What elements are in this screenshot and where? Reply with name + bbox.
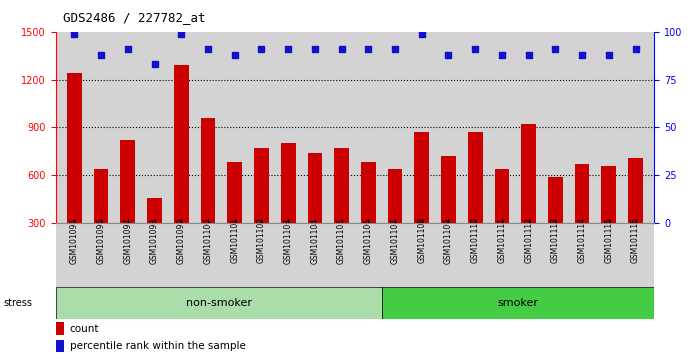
Point: [175, 31, 187, 36]
Bar: [67, 73, 81, 223]
Bar: [56, 340, 64, 352]
Point: [256, 46, 267, 52]
Bar: [56, 322, 64, 335]
Bar: [334, 148, 349, 223]
Point: [523, 52, 535, 58]
Point: [603, 52, 615, 58]
Bar: [521, 124, 536, 223]
Text: percentile rank within the sample: percentile rank within the sample: [70, 341, 246, 351]
Point: [229, 52, 240, 58]
Text: stress: stress: [3, 298, 33, 308]
Point: [416, 31, 427, 36]
Bar: [548, 177, 563, 223]
Bar: [575, 164, 590, 223]
Point: [69, 31, 80, 36]
Bar: [414, 132, 429, 223]
Point: [550, 46, 561, 52]
Bar: [280, 143, 296, 223]
Bar: [120, 140, 135, 223]
Bar: [628, 158, 643, 223]
Text: smoker: smoker: [498, 298, 539, 308]
Bar: [601, 166, 616, 223]
Bar: [94, 169, 109, 223]
Bar: [308, 153, 322, 223]
Point: [309, 46, 320, 52]
Point: [470, 46, 481, 52]
Text: count: count: [70, 324, 99, 333]
Point: [336, 46, 347, 52]
Point: [122, 46, 134, 52]
Bar: [254, 148, 269, 223]
Bar: [468, 132, 482, 223]
Bar: [200, 118, 215, 223]
Bar: [381, 287, 654, 319]
Bar: [388, 169, 402, 223]
Point: [203, 46, 214, 52]
Bar: [441, 156, 456, 223]
Bar: [228, 162, 242, 223]
Point: [576, 52, 587, 58]
Point: [283, 46, 294, 52]
Point: [443, 52, 454, 58]
Bar: [56, 287, 381, 319]
Bar: [174, 65, 189, 223]
Point: [390, 46, 401, 52]
Text: GDS2486 / 227782_at: GDS2486 / 227782_at: [63, 11, 205, 24]
Text: non-smoker: non-smoker: [186, 298, 252, 308]
Point: [496, 52, 507, 58]
Point: [363, 46, 374, 52]
Bar: [361, 162, 376, 223]
Point: [95, 52, 106, 58]
Point: [630, 46, 641, 52]
Point: [149, 62, 160, 67]
Bar: [495, 169, 509, 223]
Bar: [147, 198, 162, 223]
